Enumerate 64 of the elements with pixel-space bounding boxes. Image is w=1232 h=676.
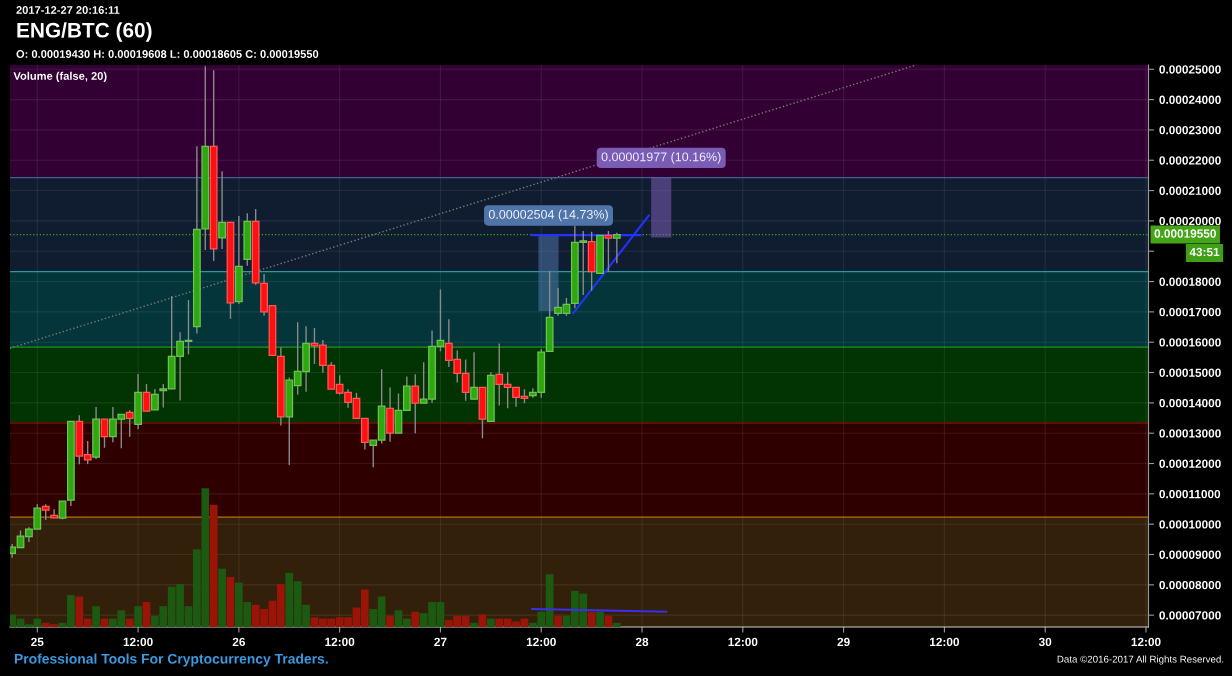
bar bbox=[612, 622, 621, 627]
bar bbox=[142, 602, 151, 627]
y-tick-label: 0.00024000 bbox=[1159, 95, 1221, 104]
bar bbox=[386, 615, 394, 627]
y-tick-label: 0.00013000 bbox=[1159, 429, 1221, 438]
y-tick-label: 0.00012000 bbox=[1159, 459, 1221, 468]
x-tick-label: 26 bbox=[232, 637, 246, 647]
data-label: 0.00002504 (14.73%) bbox=[488, 209, 608, 222]
x-tick-label: 12:00 bbox=[728, 637, 758, 647]
bar bbox=[218, 568, 226, 627]
x-tick-label: 12:00 bbox=[123, 637, 153, 647]
x-tick-label: 25 bbox=[31, 637, 44, 647]
bar bbox=[125, 618, 134, 627]
bar bbox=[554, 615, 562, 627]
x-tick-label: 27 bbox=[434, 637, 447, 646]
y-tick-label: 0.00014000 bbox=[1159, 398, 1221, 408]
x-tick-label: 12:00 bbox=[930, 637, 960, 647]
candlestick bbox=[142, 383, 151, 412]
bar bbox=[226, 577, 235, 627]
bar bbox=[134, 606, 142, 627]
chart-title: ENG/BTC (60) bbox=[17, 22, 152, 42]
y-tick-label: 0.00015000 bbox=[1159, 368, 1221, 377]
y-tick-label: 0.00022000 bbox=[1159, 156, 1221, 165]
bar bbox=[604, 615, 613, 627]
bar bbox=[411, 611, 420, 627]
x-tick-label: 29 bbox=[837, 637, 850, 647]
bar bbox=[596, 611, 604, 627]
y-tick-label: 0.00020000 bbox=[1159, 216, 1221, 226]
candlestick bbox=[604, 230, 613, 273]
y-tick-label: 0.00007000 bbox=[1159, 611, 1221, 620]
y-tick-label: 0.00009000 bbox=[1159, 550, 1221, 559]
candlestick bbox=[150, 388, 159, 411]
candlestick bbox=[612, 232, 621, 264]
candlestick bbox=[470, 351, 478, 400]
data-label: 0.00001977 (10.16%) bbox=[601, 152, 721, 164]
x-tick-label: 12:00 bbox=[1131, 637, 1161, 647]
bar bbox=[92, 606, 100, 627]
candlestick bbox=[411, 373, 420, 434]
ref-line-label: 0.00019550 bbox=[1154, 229, 1216, 238]
annotation: Volume (false, 20) bbox=[13, 71, 107, 83]
candlestick bbox=[218, 170, 226, 250]
y-tick-label: 0.00021000 bbox=[1159, 186, 1221, 195]
x-tick-label: 12:00 bbox=[325, 637, 355, 647]
bar bbox=[470, 622, 478, 627]
bar bbox=[486, 618, 495, 627]
y-tick-label: 0.00010000 bbox=[1159, 520, 1221, 529]
text: 43:51 bbox=[1189, 247, 1220, 257]
text: 2017-12-27 20:16:11 bbox=[16, 6, 120, 14]
x-tick-label: 28 bbox=[635, 637, 649, 647]
text: Professional Tools For Cryptocurrency Traders. bbox=[14, 653, 328, 667]
chart-subtitle: O: 0.00019430 H: 0.00019608 L: 0.00018605 C: 0.00019550 bbox=[16, 50, 319, 58]
y-tick-label: 0.00011000 bbox=[1159, 489, 1221, 499]
x-tick-label: 30 bbox=[1038, 637, 1052, 647]
x-tick-label: 12:00 bbox=[526, 637, 556, 647]
y-tick-label: 0.00016000 bbox=[1159, 338, 1221, 347]
bar bbox=[587, 611, 596, 627]
y-tick-label: 0.00025000 bbox=[1159, 65, 1221, 74]
y-tick-label: 0.00008000 bbox=[1159, 580, 1221, 590]
y-tick-label: 0.00023000 bbox=[1159, 125, 1221, 135]
y-tick-label: 0.00018000 bbox=[1159, 277, 1221, 286]
candlestick bbox=[125, 409, 134, 438]
bar bbox=[209, 504, 218, 627]
text: Data ©2016-2017 All Rights Reserved. bbox=[1057, 655, 1224, 665]
y-tick-label: 0.00017000 bbox=[1159, 307, 1221, 317]
